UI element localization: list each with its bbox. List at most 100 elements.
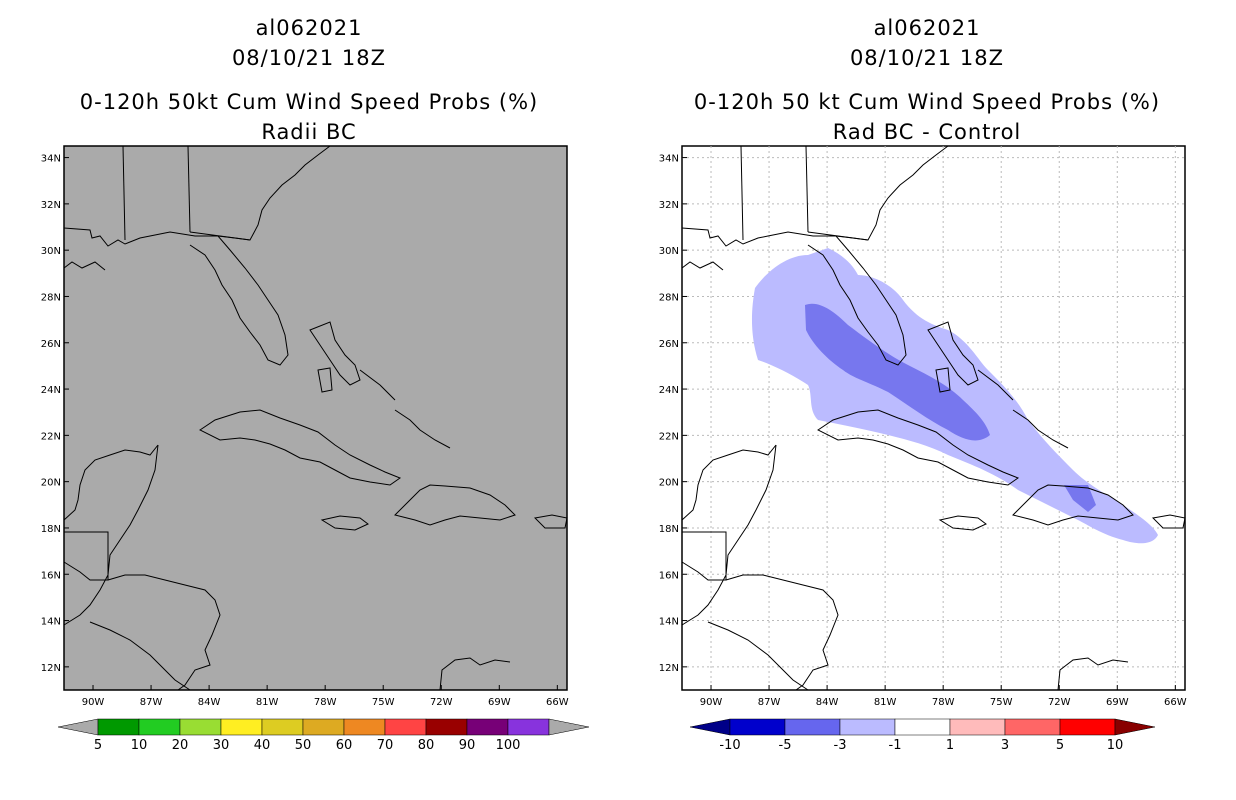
- lon-label-7: 69W: [1106, 697, 1129, 708]
- colorbar-swatch-4: [949, 718, 1006, 736]
- lon-label-4: 78W: [932, 697, 955, 708]
- coastline-9: [533, 514, 568, 529]
- colorbar-swatch-2: [179, 718, 222, 736]
- map-left: 34N 32N 30N 28N 26N 24N 22N 20N 18N 16N 14N 12N 90W…: [41, 145, 590, 753]
- coastlines: [681, 145, 1186, 691]
- lat-label-10: 14N: [659, 617, 679, 628]
- lon-label-1: 87W: [140, 697, 163, 708]
- lat-label-6: 22N: [41, 431, 61, 442]
- lat-label-1: 32N: [41, 200, 61, 211]
- lat-label-9: 16N: [659, 570, 679, 581]
- colorbar-swatch-2: [839, 718, 896, 736]
- colorbar-swatch-5: [302, 718, 345, 736]
- coastline-17: [725, 574, 839, 691]
- colorbar-label-3: -1: [889, 738, 902, 753]
- lat-label-5: 24N: [41, 385, 61, 396]
- colorbar-label-5: 3: [1001, 738, 1009, 753]
- lat-label-8: 18N: [41, 524, 61, 535]
- product-subtitle: Rad BC - Control: [832, 120, 1022, 144]
- product-title: 0-120h 50kt Cum Wind Speed Probs (%): [79, 90, 539, 114]
- lat-label-0: 34N: [659, 154, 679, 165]
- lon-label-2: 84W: [198, 697, 221, 708]
- lon-label-3: 81W: [256, 697, 279, 708]
- lat-label-8: 18N: [659, 524, 679, 535]
- coastline-3: [805, 145, 809, 233]
- coastline-12: [359, 369, 396, 401]
- colorbar-label-6: 5: [1056, 738, 1064, 753]
- coastline-14: [63, 444, 159, 521]
- lon-label-2: 84W: [816, 697, 839, 708]
- coastline-2: [122, 145, 126, 241]
- colorbar-swatch-10: [507, 718, 550, 736]
- map-frame: [63, 145, 568, 691]
- diff-area-mid-small: [1064, 485, 1096, 512]
- colorbar-swatch-3: [220, 718, 263, 736]
- lon-label-0: 90W: [700, 697, 723, 708]
- lat-label-7: 20N: [41, 478, 61, 489]
- coastline-14: [681, 444, 777, 521]
- coastline-8: [1012, 484, 1134, 526]
- colorbar-swatch-5: [1004, 718, 1061, 736]
- coastline-11: [317, 367, 333, 393]
- lon-label-5: 75W: [372, 697, 395, 708]
- colorbar-swatch-6: [343, 718, 386, 736]
- right-panel: al062021 08/10/21 18Z 0-120h 50 kt Cum W…: [618, 0, 1236, 800]
- lat-label-7: 20N: [659, 478, 679, 489]
- lat-label-9: 16N: [41, 570, 61, 581]
- lat-labels: 34N 32N 30N 28N 26N 24N 22N 20N 18N 16N 14N 12N: [659, 154, 687, 674]
- colorbar-label-9: 90: [459, 738, 476, 753]
- coastline-3: [187, 145, 191, 233]
- colorbar-label-4: 1: [946, 738, 954, 753]
- coastline-18: [707, 621, 809, 691]
- coastline-10: [927, 321, 979, 386]
- colorbar-label-1: -5: [779, 738, 792, 753]
- coastline-18: [89, 621, 191, 691]
- lon-label-7: 69W: [488, 697, 511, 708]
- coastline-19: [439, 657, 511, 691]
- coastline-16: [681, 531, 727, 581]
- lon-labels: 90W 87W 84W 81W 78W 75W 72W 69W 66W: [700, 685, 1187, 708]
- coastline-4: [807, 231, 869, 241]
- lat-label-11: 12N: [41, 663, 61, 674]
- coastline-10: [309, 321, 361, 386]
- lat-label-2: 30N: [41, 246, 61, 257]
- product-title: 0-120h 50 kt Cum Wind Speed Probs (%): [693, 90, 1161, 114]
- coastline-2: [740, 145, 744, 241]
- coastlines: [63, 145, 568, 691]
- coastline-7: [938, 515, 987, 531]
- colorbar-label-0: 5: [94, 738, 102, 753]
- colorbar-label-2: -3: [834, 738, 847, 753]
- lat-label-3: 28N: [41, 292, 61, 303]
- lon-label-5: 75W: [990, 697, 1013, 708]
- coastline-6: [817, 409, 1020, 486]
- coastline-11: [935, 367, 951, 393]
- coastline-19: [1057, 657, 1129, 691]
- lat-label-4: 26N: [659, 339, 679, 350]
- colorbar-right: -10 -5 -3 -1 1 3 5 10: [689, 718, 1156, 753]
- lon-label-6: 72W: [1048, 697, 1071, 708]
- colorbar-swatch-8: [425, 718, 468, 736]
- colorbar-swatch-9: [466, 718, 509, 736]
- coastline-6: [199, 409, 402, 486]
- lat-label-11: 12N: [659, 663, 679, 674]
- colorbar-label-10: 100: [496, 738, 521, 753]
- lat-label-0: 34N: [41, 154, 61, 165]
- lat-label-6: 22N: [659, 431, 679, 442]
- coastline-12: [977, 369, 1014, 401]
- product-subtitle: Radii BC: [261, 120, 357, 144]
- diff-area-mid: [805, 303, 990, 441]
- lat-labels: 34N 32N 30N 28N 26N 24N 22N 20N 18N 16N 14N 12N: [41, 154, 69, 674]
- colorbar-label-8: 80: [418, 738, 435, 753]
- colorbar-left: 5 10 20 30 40 50 60 70 80 90 100: [57, 718, 590, 753]
- colorbar-label-2: 20: [172, 738, 189, 753]
- lon-label-4: 78W: [314, 697, 337, 708]
- lon-label-6: 72W: [430, 697, 453, 708]
- colorbar-swatch-7: [384, 718, 427, 736]
- coastline-16: [63, 531, 109, 581]
- colorbar-end-left: [57, 718, 99, 736]
- storm-id: al062021: [255, 16, 363, 40]
- colorbar-swatch-1: [138, 718, 181, 736]
- lat-label-2: 30N: [659, 246, 679, 257]
- lon-label-8: 66W: [546, 697, 569, 708]
- coastline-15: [63, 444, 159, 626]
